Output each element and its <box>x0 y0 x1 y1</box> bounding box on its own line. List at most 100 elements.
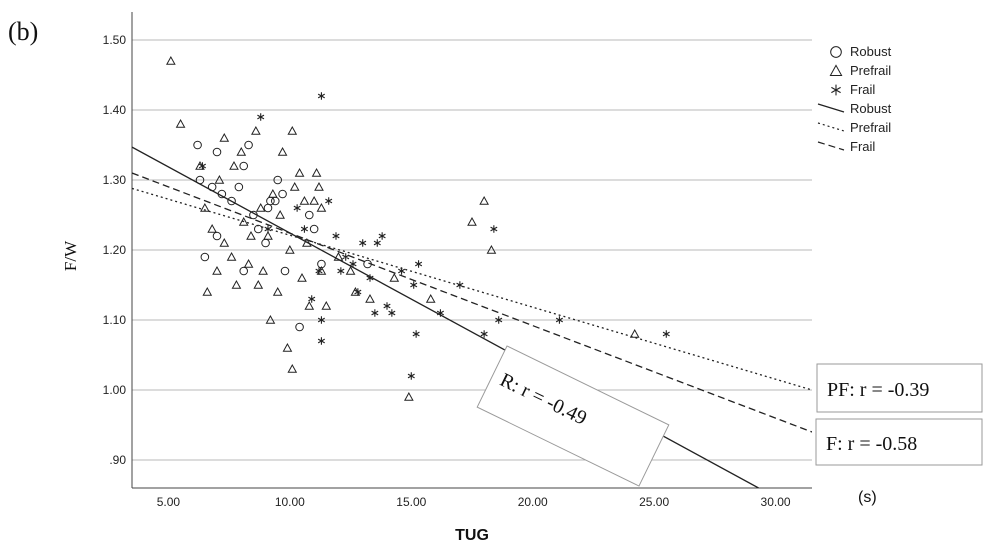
x-tick-label: 30.00 <box>761 495 791 509</box>
data-point-prefrail <box>255 202 266 212</box>
data-point-frail <box>264 225 272 233</box>
x-axis-label: TUG <box>455 527 489 544</box>
data-point-frail <box>349 260 357 268</box>
data-point-prefrail <box>314 181 324 191</box>
data-point-frail <box>662 330 670 338</box>
data-point-frail <box>436 309 444 317</box>
legend-marker-robust <box>830 46 842 58</box>
y-tick-label: 1.10 <box>103 313 127 327</box>
data-point-robust <box>270 196 280 206</box>
x-tick-label: 20.00 <box>518 495 548 509</box>
data-point-prefrail <box>404 391 414 401</box>
data-point-frail <box>342 253 350 261</box>
data-point-frail <box>315 267 323 275</box>
data-point-frail <box>378 232 386 240</box>
data-point-robust <box>195 175 205 185</box>
x-tick-label: 15.00 <box>396 495 426 509</box>
y-tick-label: 1.40 <box>103 103 127 117</box>
legend-label: Frail <box>850 139 875 154</box>
legend-marker-frail <box>831 84 841 96</box>
y-tick-label: 1.20 <box>103 243 127 257</box>
x-unit-note: (s) <box>858 489 877 506</box>
fit-line-robust <box>132 146 759 488</box>
data-point-frail <box>555 316 563 324</box>
x-tick-label: 10.00 <box>275 495 305 509</box>
data-point-frail <box>383 302 391 310</box>
data-point-frail <box>198 162 206 170</box>
data-point-prefrail <box>263 230 273 240</box>
annotation-text-prefrail: PF: r = -0.39 <box>827 379 929 401</box>
legend-label: Prefrail <box>850 120 891 135</box>
data-point-frail <box>412 330 420 338</box>
data-point-frail <box>388 309 396 317</box>
data-point-prefrail <box>214 174 225 184</box>
data-point-prefrail <box>304 300 315 310</box>
data-point-prefrail <box>166 55 176 65</box>
data-point-robust <box>273 175 283 185</box>
data-point-frail <box>359 239 367 247</box>
data-point-frail <box>257 113 265 121</box>
data-points <box>166 55 670 401</box>
data-point-prefrail <box>246 230 256 240</box>
data-point-prefrail <box>268 188 278 198</box>
data-point-robust <box>363 259 372 269</box>
data-point-prefrail <box>229 160 239 170</box>
data-point-prefrail <box>243 258 254 268</box>
data-point-robust <box>212 147 222 157</box>
gridlines <box>132 39 812 461</box>
data-point-prefrail <box>629 328 640 338</box>
data-point-frail <box>325 197 333 205</box>
data-point-robust <box>304 210 314 220</box>
data-point-prefrail <box>265 314 276 324</box>
fit-line-frail <box>132 172 812 433</box>
data-point-robust <box>239 266 249 276</box>
data-point-prefrail <box>282 342 293 352</box>
y-tick-label: 1.30 <box>103 173 127 187</box>
correlation-annotations: R: r = -0.49 PF: r = -0.39 F: r = -0.58 <box>476 345 983 487</box>
legend-label: Robust <box>850 44 892 59</box>
data-point-robust <box>234 182 244 192</box>
data-point-prefrail <box>297 272 307 282</box>
data-point-robust <box>200 252 210 262</box>
data-point-frail <box>495 316 503 324</box>
x-tick-label: 25.00 <box>639 495 669 509</box>
data-point-frail <box>407 372 415 380</box>
data-point-frail <box>490 225 498 233</box>
data-point-prefrail <box>294 167 305 177</box>
data-point-prefrail <box>345 265 356 275</box>
data-point-frail <box>456 281 464 289</box>
data-point-robust <box>253 224 263 234</box>
data-point-robust <box>212 231 222 241</box>
data-point-prefrail <box>258 265 268 275</box>
data-point-robust <box>244 140 253 150</box>
data-point-prefrail <box>479 195 489 205</box>
data-point-frail <box>371 309 379 317</box>
x-tick-labels: 5.00 10.00 15.00 20.00 25.00 30.00 <box>157 495 791 509</box>
data-point-robust <box>280 266 290 276</box>
data-point-prefrail <box>238 216 249 226</box>
data-point-frail <box>293 204 301 212</box>
data-point-prefrail <box>299 195 310 205</box>
data-point-prefrail <box>309 195 319 205</box>
data-point-robust <box>309 224 319 234</box>
legend-line-prefrail <box>817 122 845 132</box>
data-point-prefrail <box>231 279 242 289</box>
data-point-prefrail <box>219 237 230 247</box>
x-tick-label: 5.00 <box>157 495 181 509</box>
legend-label: Frail <box>850 82 875 97</box>
data-point-prefrail <box>272 286 283 296</box>
data-point-frail <box>317 92 325 100</box>
data-point-frail <box>480 330 488 338</box>
annotation-text-frail: F: r = -0.58 <box>826 433 917 455</box>
data-point-frail <box>398 267 406 275</box>
data-point-prefrail <box>226 251 237 261</box>
data-point-prefrail <box>212 265 222 275</box>
data-point-robust <box>217 189 227 199</box>
y-tick-labels: .90 1.00 1.10 1.20 1.30 1.40 1.50 <box>103 33 127 467</box>
legend-label: Robust <box>850 101 892 116</box>
data-point-frail <box>410 281 418 289</box>
data-point-prefrail <box>285 244 295 254</box>
data-point-frail <box>366 274 374 282</box>
legend-line-frail <box>817 141 845 151</box>
data-point-prefrail <box>275 209 285 219</box>
